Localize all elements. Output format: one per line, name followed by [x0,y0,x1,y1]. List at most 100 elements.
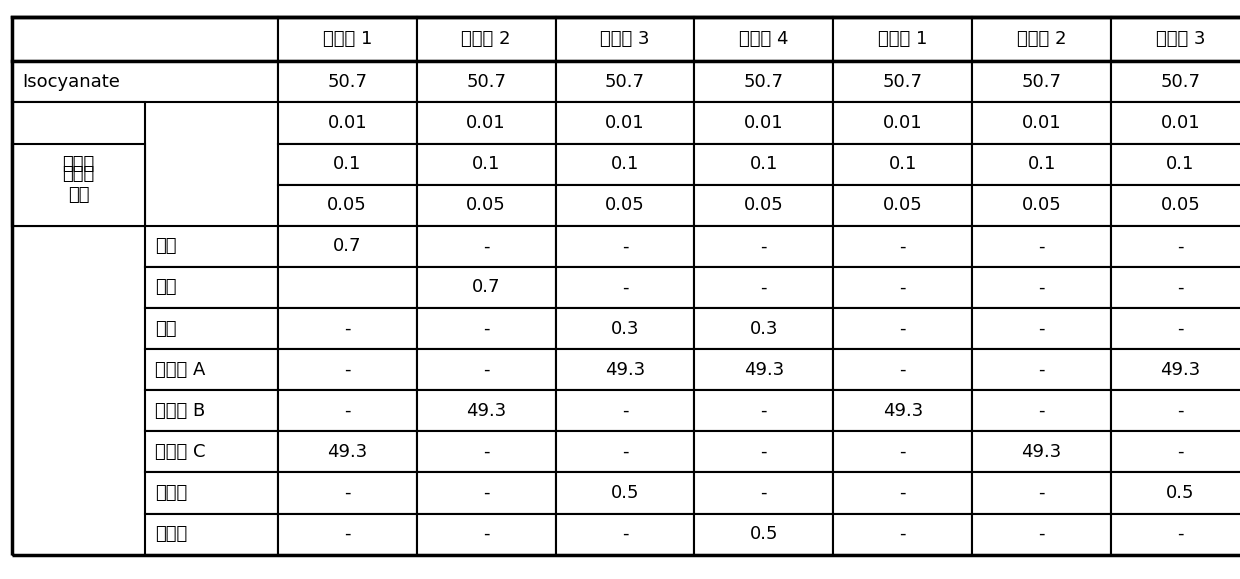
Bar [833,144,972,185]
Text: 磷酸: 磷酸 [155,237,176,255]
Text: 多硫醇 B: 多硫醇 B [155,402,206,420]
Text: -: - [899,320,906,338]
Text: -: - [1038,525,1045,543]
Bar [417,185,556,226]
Text: 50.7: 50.7 [883,73,923,91]
Text: -: - [1177,402,1184,420]
Text: 49.3: 49.3 [744,361,784,379]
Text: -: - [621,402,629,420]
Bar [145,390,278,431]
Text: 0.05: 0.05 [1161,196,1200,214]
Bar [1111,61,1240,102]
Bar [694,308,833,349]
Bar [12,17,278,61]
Bar [694,17,833,61]
Text: 0.05: 0.05 [744,196,784,214]
Bar [278,267,417,308]
Bar [278,102,417,144]
Bar [833,102,972,144]
Bar [556,308,694,349]
Bar [833,431,972,472]
Text: 0.01: 0.01 [744,114,784,132]
Text: 比较例 3: 比较例 3 [1156,30,1205,49]
Text: 0.5: 0.5 [611,484,639,502]
Bar [972,390,1111,431]
Text: 0.01: 0.01 [327,114,367,132]
Text: 油酸: 油酸 [155,278,176,296]
Text: -: - [482,484,490,502]
Text: -: - [899,525,906,543]
Text: -: - [760,237,768,255]
Text: 0.05: 0.05 [605,196,645,214]
Text: 0.1: 0.1 [889,155,916,173]
Text: -: - [482,443,490,461]
Bar [145,308,278,349]
Bar [556,102,694,144]
Text: 实施例 1: 实施例 1 [322,30,372,49]
Bar [1111,472,1240,514]
Bar [833,472,972,514]
Text: 0.01: 0.01 [1161,114,1200,132]
Bar [145,349,278,390]
Bar [972,431,1111,472]
Text: -: - [1177,525,1184,543]
Text: 0.05: 0.05 [466,196,506,214]
Bar [12,102,145,226]
Text: -: - [621,525,629,543]
Bar [694,472,833,514]
Bar [556,226,694,267]
Bar [833,267,972,308]
Bar [694,349,833,390]
Bar [972,514,1111,555]
Bar [278,144,417,185]
Text: 0.1: 0.1 [1167,155,1194,173]
Bar [1111,308,1240,349]
Text: 碳酸钓: 碳酸钓 [155,484,187,502]
Text: 0.1: 0.1 [750,155,777,173]
Text: 0.3: 0.3 [750,320,777,338]
Text: 49.3: 49.3 [1161,361,1200,379]
Text: -: - [760,402,768,420]
Bar [12,61,278,102]
Text: -: - [1177,237,1184,255]
Bar [556,17,694,61]
Bar [556,472,694,514]
Text: 比较例 1: 比较例 1 [878,30,928,49]
Text: -: - [1038,237,1045,255]
Bar [12,144,145,226]
Bar [278,17,417,61]
Bar [417,61,556,102]
Bar [1111,267,1240,308]
Text: -: - [482,361,490,379]
Text: -: - [621,237,629,255]
Text: 0.01: 0.01 [1022,114,1061,132]
Text: -: - [1177,278,1184,296]
Bar [833,349,972,390]
Bar [972,144,1111,185]
Bar [278,472,417,514]
Text: 0.01: 0.01 [883,114,923,132]
Text: -: - [1177,320,1184,338]
Text: -: - [899,278,906,296]
Bar [694,390,833,431]
Bar [145,472,278,514]
Bar [1111,349,1240,390]
Text: 0.1: 0.1 [611,155,639,173]
Text: -: - [899,361,906,379]
Text: -: - [343,402,351,420]
Text: 0.05: 0.05 [883,196,923,214]
Text: 49.3: 49.3 [466,402,506,420]
Bar [278,308,417,349]
Bar [972,267,1111,308]
Text: 0.1: 0.1 [334,155,361,173]
Bar [278,514,417,555]
Text: -: - [760,443,768,461]
Text: 0.7: 0.7 [334,237,361,255]
Bar [417,144,556,185]
Text: 多硫醇: 多硫醇 [62,155,95,173]
Bar [278,349,417,390]
Bar [278,226,417,267]
Text: -: - [343,484,351,502]
Bar [278,431,417,472]
Text: -: - [1038,361,1045,379]
